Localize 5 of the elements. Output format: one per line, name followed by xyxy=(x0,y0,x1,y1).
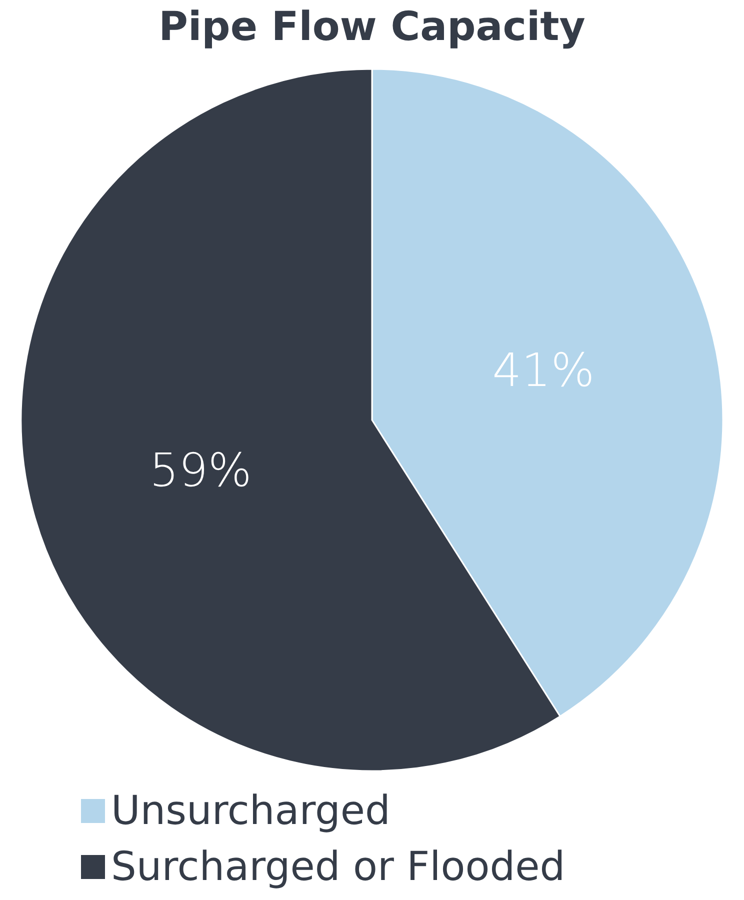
legend-label: Unsurcharged xyxy=(111,788,390,834)
data-label: 59% xyxy=(149,442,252,497)
legend-label: Surcharged or Flooded xyxy=(111,844,566,890)
data-label: 41% xyxy=(492,343,595,398)
chart-title: Pipe Flow Capacity xyxy=(158,4,586,50)
